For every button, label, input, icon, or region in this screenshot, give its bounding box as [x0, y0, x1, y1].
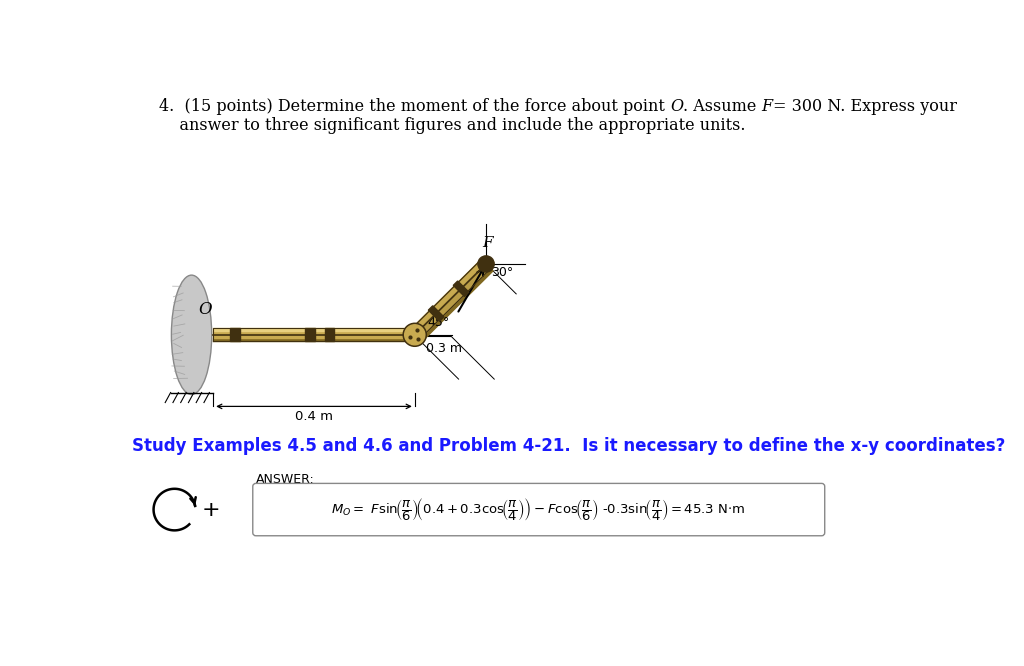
Text: . Assume: . Assume — [683, 99, 762, 115]
Text: O: O — [670, 99, 683, 115]
Text: 0.4 m: 0.4 m — [295, 410, 333, 424]
Text: 45°: 45° — [427, 316, 450, 330]
Text: O: O — [198, 301, 212, 318]
Polygon shape — [428, 306, 444, 321]
Text: Study Examples 4.5 and 4.6 and Problem 4-21.  Is it necessary to define the x-y : Study Examples 4.5 and 4.6 and Problem 4… — [132, 437, 1006, 455]
Text: F: F — [762, 99, 773, 115]
Circle shape — [403, 323, 426, 346]
Text: 0.3 m: 0.3 m — [426, 342, 463, 355]
Text: $M_O = \ F\mathrm{sin}\!\left(\dfrac{\pi}{6}\right)\!\left(0.4 + 0.3\mathrm{cos}: $M_O = \ F\mathrm{sin}\!\left(\dfrac{\pi… — [332, 496, 746, 523]
Text: +: + — [202, 500, 220, 519]
Text: F: F — [482, 236, 493, 250]
Polygon shape — [410, 259, 484, 334]
Text: 30°: 30° — [490, 266, 513, 279]
Circle shape — [404, 325, 425, 345]
Polygon shape — [414, 262, 493, 342]
Text: 4.  (15 points) Determine the moment of the force about point: 4. (15 points) Determine the moment of t… — [159, 99, 670, 115]
Circle shape — [478, 256, 495, 272]
Text: = 300 N. Express your: = 300 N. Express your — [773, 99, 956, 115]
Polygon shape — [454, 281, 469, 296]
Ellipse shape — [171, 275, 212, 394]
FancyBboxPatch shape — [253, 484, 824, 535]
Polygon shape — [410, 259, 490, 340]
Text: answer to three significant figures and include the appropriate units.: answer to three significant figures and … — [159, 117, 745, 134]
Text: ANSWER:: ANSWER: — [256, 474, 314, 486]
